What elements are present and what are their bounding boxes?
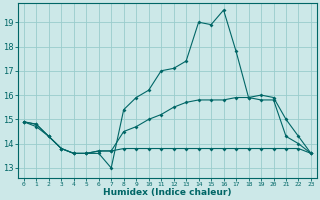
X-axis label: Humidex (Indice chaleur): Humidex (Indice chaleur)	[103, 188, 232, 197]
